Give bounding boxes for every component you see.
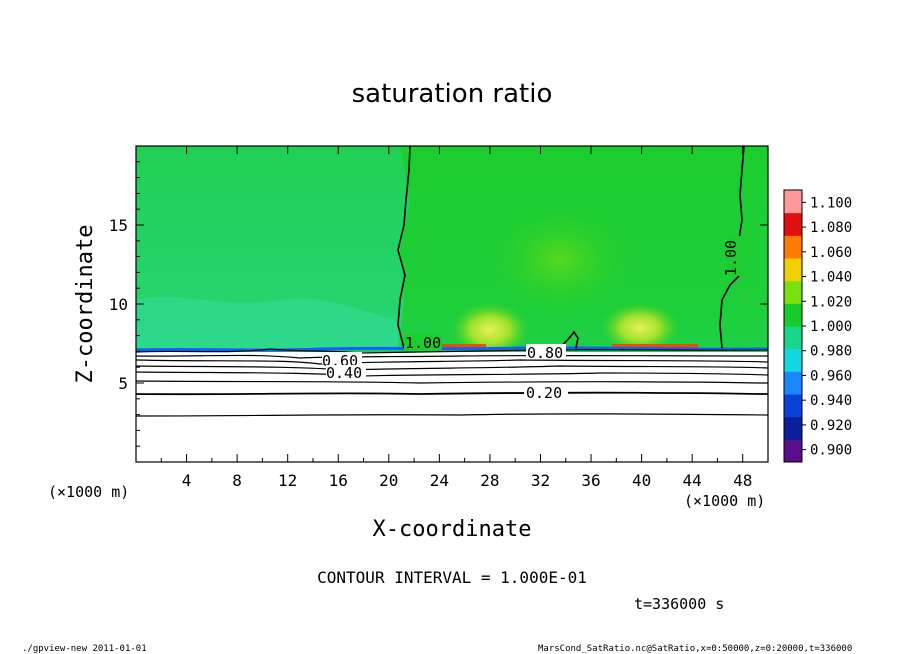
x-tick-label: 28	[480, 471, 499, 490]
y-tick-label: 5	[118, 374, 128, 393]
supersat-layer	[612, 344, 698, 348]
x-tick-label: 32	[531, 471, 550, 490]
colorbar-swatch	[784, 235, 802, 259]
time-note: t=336000 s	[634, 595, 724, 613]
contour-interval-note: CONTOUR INTERVAL = 1.000E-01	[317, 568, 587, 587]
colorbar-swatch	[784, 280, 802, 304]
colorbar-label: 0.960	[810, 368, 852, 384]
colorbar-label: 1.040	[810, 270, 852, 286]
x-tick-label: 4	[182, 471, 192, 490]
contour-label-group: 1.00 1.00 0.80 0.60 0.40 0.20	[322, 236, 744, 402]
x-tick-label: 20	[379, 471, 398, 490]
x-tick-label: 48	[733, 471, 752, 490]
colorbar-swatch	[784, 416, 802, 440]
colorbar-label: 0.980	[810, 344, 852, 360]
cyan-tinge	[136, 297, 398, 350]
colorbar-swatch	[784, 371, 802, 395]
colorbar-label: 1.100	[810, 195, 852, 211]
y-tick-label: 10	[109, 295, 128, 314]
x-axis: 4 8 12 16 20 24 28 32 36 40 44 48	[160, 146, 752, 490]
colorbar-label: 1.020	[810, 294, 852, 310]
x-tick-label: 8	[232, 471, 242, 490]
colorbar-label: 0.940	[810, 393, 852, 409]
colorbar-label: 1.060	[810, 245, 852, 261]
chart-title: saturation ratio	[352, 79, 553, 109]
x-axis-title: X-coordinate	[373, 517, 532, 542]
colorbar-swatch	[784, 303, 802, 327]
supersat-layer	[440, 344, 486, 348]
x-axis-unit: (×1000 m)	[684, 492, 765, 510]
contour-label: 1.00	[722, 240, 740, 276]
colorbar-swatch	[784, 394, 802, 418]
y-axis: 5 10 15	[109, 161, 768, 447]
contour-label: 1.00	[405, 334, 441, 352]
x-tick-label: 24	[430, 471, 449, 490]
dry-layer	[136, 352, 768, 462]
footer-left: ./gpview-new 2011-01-01	[22, 644, 147, 654]
x-tick-label: 12	[278, 471, 297, 490]
x-tick-label: 44	[683, 471, 702, 490]
colorbar-label: 1.080	[810, 220, 852, 236]
x-tick-label: 40	[632, 471, 651, 490]
colorbar-swatch	[784, 190, 802, 214]
y-axis-title: Z-coordinate	[73, 225, 98, 384]
subsaturated-region	[136, 146, 410, 350]
y-axis-unit: (×1000 m)	[48, 483, 129, 501]
colorbar-label: 0.900	[810, 443, 852, 459]
plot-area: 1.00 1.00 0.80 0.60 0.40 0.20	[136, 146, 768, 462]
colorbar: 0.900 0.920 0.940 0.960 0.980 1.000 1.020 1.040…	[783, 189, 852, 463]
colorbar-label: 0.920	[810, 418, 852, 434]
x-tick-label: 36	[581, 471, 600, 490]
contour-label: 0.20	[526, 384, 562, 402]
colorbar-swatch	[784, 348, 802, 372]
x-tick-label: 16	[329, 471, 348, 490]
colorbar-swatch	[784, 326, 802, 350]
colorbar-label: 1.000	[810, 319, 852, 335]
supersat-blob	[600, 302, 680, 354]
contour-label: 0.40	[326, 364, 362, 382]
colorbar-swatch	[784, 258, 802, 282]
contour-lines	[136, 348, 768, 417]
contour-label: 0.80	[527, 344, 563, 362]
y-tick-label: 15	[109, 216, 128, 235]
colorbar-swatch	[784, 439, 802, 463]
supersat-blob	[480, 200, 640, 320]
colorbar-swatch	[784, 212, 802, 236]
footer-right: MarsCond_SatRatio.nc@SatRatio,x=0:50000,…	[538, 644, 852, 654]
